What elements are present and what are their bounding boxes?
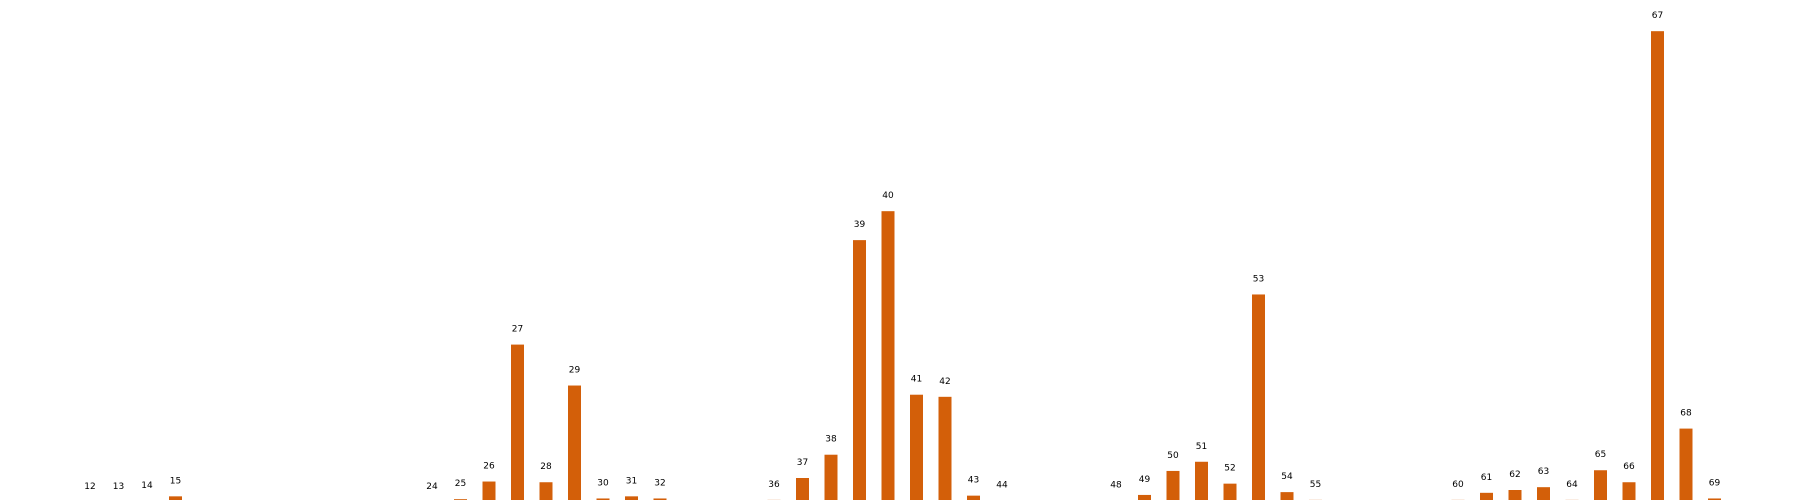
bar-label-54: 54 <box>1281 472 1293 482</box>
bar-label-25: 25 <box>455 479 466 489</box>
bar-53 <box>1252 294 1265 500</box>
bar-label-63: 63 <box>1538 467 1549 477</box>
bar-37 <box>796 478 809 500</box>
bar-30 <box>596 498 610 500</box>
bar-label-group: 12 13 14 15 24 25 26 27 28 29 30 31 32 36 37 38 39 40 41 42… <box>84 11 1720 492</box>
bar-label-62: 62 <box>1509 470 1520 480</box>
bar-label-31: 31 <box>626 476 637 486</box>
bar-69 <box>1708 498 1721 500</box>
bar-label-48: 48 <box>1110 481 1122 491</box>
bar-26 <box>482 481 496 500</box>
bar-67 <box>1651 31 1664 500</box>
bar-label-44: 44 <box>996 481 1008 491</box>
bar-label-15: 15 <box>170 476 181 486</box>
bar-label-60: 60 <box>1452 480 1464 490</box>
bar-label-67: 67 <box>1652 11 1663 21</box>
bar-label-50: 50 <box>1167 451 1179 461</box>
bar-label-52: 52 <box>1224 464 1235 474</box>
bar-label-26: 26 <box>483 462 495 472</box>
bar-41 <box>910 394 923 500</box>
bar-label-38: 38 <box>825 435 837 445</box>
bar-label-69: 69 <box>1709 478 1721 488</box>
bar-27 <box>511 344 524 500</box>
bar-50 <box>1166 470 1180 500</box>
bar-52 <box>1223 483 1237 500</box>
bar-label-24: 24 <box>426 482 438 492</box>
bar-label-42: 42 <box>939 377 950 387</box>
bar-29 <box>568 385 581 500</box>
bar-43 <box>967 495 980 500</box>
bar-63 <box>1537 487 1550 500</box>
bar-65 <box>1594 470 1607 500</box>
bar-label-49: 49 <box>1139 475 1151 485</box>
bar-62 <box>1508 490 1522 500</box>
bar-label-29: 29 <box>569 366 581 376</box>
bar-32 <box>653 498 667 500</box>
bar-label-12: 12 <box>84 482 95 492</box>
bar-label-40: 40 <box>882 191 894 201</box>
bar-label-28: 28 <box>540 462 552 472</box>
bar-label-41: 41 <box>911 375 922 385</box>
bar-68 <box>1679 428 1693 500</box>
bar-label-64: 64 <box>1566 480 1578 490</box>
bar-39 <box>853 240 866 500</box>
bar-label-30: 30 <box>597 478 609 488</box>
bar-66 <box>1622 482 1636 500</box>
bar-42 <box>938 396 952 500</box>
bar-40 <box>881 211 895 500</box>
bar-label-39: 39 <box>854 220 866 230</box>
bar-label-14: 14 <box>141 481 153 491</box>
bar-label-68: 68 <box>1680 409 1692 419</box>
bar-label-53: 53 <box>1253 274 1264 284</box>
bar-31 <box>625 496 638 500</box>
bar-label-37: 37 <box>797 458 808 468</box>
bar-61 <box>1480 492 1493 500</box>
bar-label-32: 32 <box>654 478 665 488</box>
bar-51 <box>1195 461 1208 500</box>
bar-label-36: 36 <box>768 480 780 490</box>
bar-label-65: 65 <box>1595 450 1606 460</box>
bar-49 <box>1138 494 1151 500</box>
bar-label-66: 66 <box>1623 462 1635 472</box>
bar-38 <box>824 454 838 500</box>
bar-label-27: 27 <box>512 325 523 335</box>
bar-label-13: 13 <box>113 482 124 492</box>
bar-label-55: 55 <box>1310 480 1321 490</box>
bar-28 <box>539 482 553 500</box>
bar-group <box>169 31 1721 500</box>
bar-label-43: 43 <box>968 476 979 486</box>
bar-label-61: 61 <box>1481 473 1492 483</box>
bar-15 <box>169 496 182 500</box>
bar-54 <box>1280 492 1294 500</box>
bar-label-51: 51 <box>1196 442 1207 452</box>
